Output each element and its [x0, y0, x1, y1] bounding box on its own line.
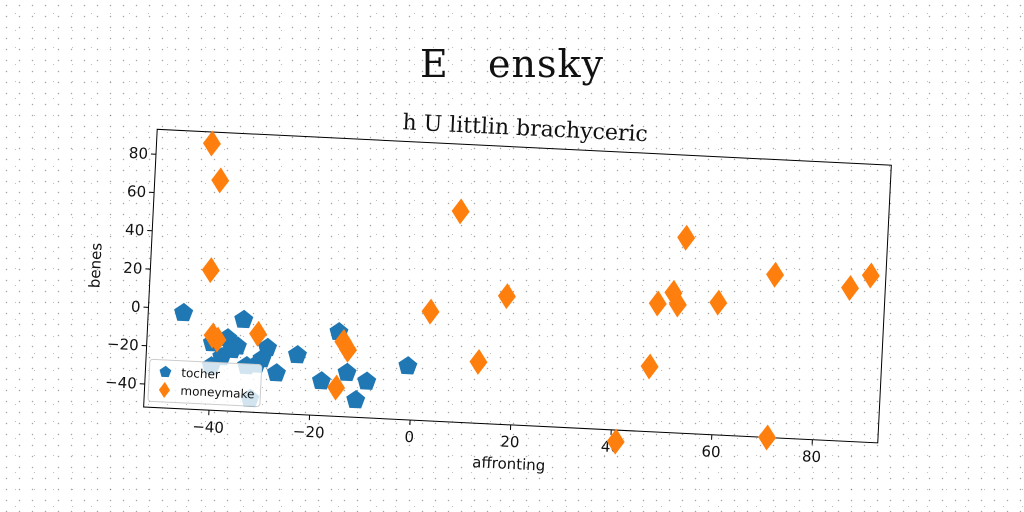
tocher-point	[288, 345, 307, 364]
legend-label-tocher: tocher	[181, 366, 220, 382]
tocher-point	[266, 363, 286, 382]
tocher-point	[398, 356, 418, 375]
moneymake-point	[202, 130, 221, 157]
figure-suptitle: E ensky	[420, 42, 604, 86]
moneymake-point	[709, 289, 728, 316]
moneymake-point	[766, 261, 785, 288]
moneymake-point	[334, 328, 353, 355]
x-tick-label: 0	[404, 428, 414, 446]
moneymake-point	[668, 291, 687, 318]
tocher-point	[174, 302, 194, 322]
moneymake-point	[451, 198, 470, 225]
moneymake-point	[640, 353, 659, 380]
x-tick-label: −20	[292, 422, 324, 442]
legend: tocher moneymake	[147, 358, 263, 408]
x-tick-label: 80	[802, 447, 822, 466]
data-points	[174, 130, 880, 455]
moneymake-point	[497, 283, 516, 310]
y-tick-label: 0	[131, 298, 141, 316]
moneymake-point	[211, 167, 230, 194]
moneymake-point	[249, 320, 268, 347]
y-tick-label: 60	[127, 182, 147, 201]
moneymake-point	[664, 279, 683, 306]
chart-container: h U littlin brachyceric −40−20020406080 …	[71, 80, 918, 490]
tocher-point	[258, 337, 278, 357]
x-tick-label: −40	[192, 417, 224, 437]
legend-marker-moneymake	[158, 381, 171, 399]
y-axis-label: benes	[85, 242, 105, 288]
legend-box	[147, 358, 263, 408]
x-tick-label: 20	[500, 432, 520, 451]
moneymake-point	[648, 290, 667, 317]
tocher-point	[311, 371, 331, 390]
moneymake-point	[201, 257, 220, 284]
moneymake-point	[841, 274, 860, 301]
moneymake-point	[203, 322, 222, 349]
tocher-point	[357, 371, 377, 390]
y-tick-label: −20	[107, 335, 139, 355]
legend-label-moneymake: moneymake	[180, 384, 255, 402]
y-axis: −40 −20 0 20 40 60 80	[105, 144, 157, 393]
x-tick-label: 60	[701, 442, 721, 461]
moneymake-point	[339, 336, 358, 363]
moneymake-point	[758, 424, 777, 451]
tocher-point	[227, 336, 247, 355]
y-tick-label: 20	[123, 259, 143, 278]
x-axis-label: affronting	[472, 453, 546, 475]
moneymake-point	[469, 348, 488, 375]
series-moneymake	[201, 130, 880, 455]
moneymake-point	[327, 374, 346, 401]
tocher-point	[234, 309, 254, 329]
scatter-chart: h U littlin brachyceric −40−20020406080 …	[85, 110, 892, 475]
y-tick-label: 80	[128, 144, 148, 163]
chart-title: h U littlin brachyceric	[402, 110, 648, 147]
tocher-point	[337, 362, 357, 382]
tocher-point	[346, 390, 366, 409]
moneymake-point	[677, 224, 696, 251]
moneymake-point	[606, 428, 625, 455]
y-tick-label: −40	[105, 373, 137, 393]
y-tick-label: 40	[125, 220, 145, 239]
moneymake-point	[421, 298, 440, 325]
moneymake-point	[861, 262, 880, 289]
legend-marker-tocher	[159, 365, 172, 378]
